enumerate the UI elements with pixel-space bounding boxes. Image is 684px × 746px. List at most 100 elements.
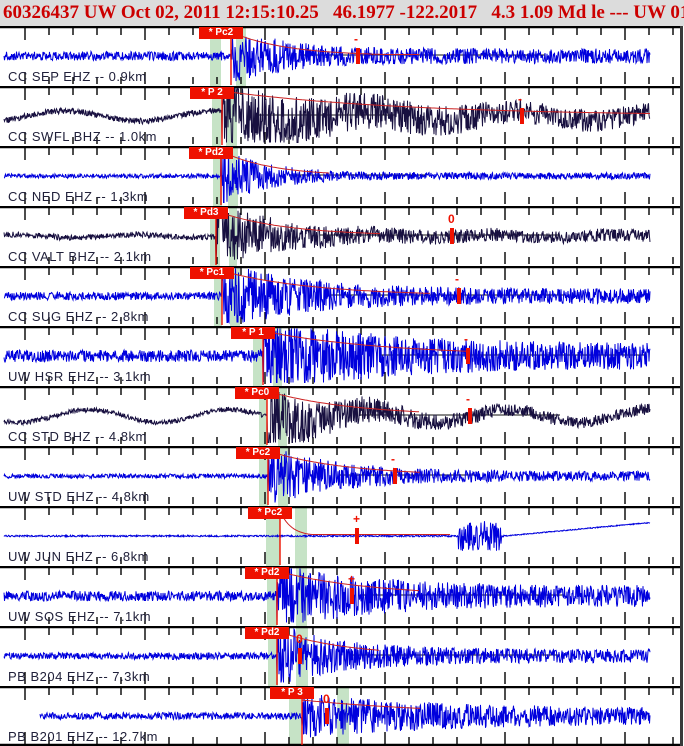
coda-marker[interactable] [450, 228, 454, 244]
coda-decay-curve [262, 330, 470, 352]
coda-decay-curve [230, 31, 419, 55]
coda-marker[interactable] [355, 528, 359, 544]
seismic-waveform [3, 448, 651, 503]
p-pick-flag[interactable]: * Pc1 [190, 267, 234, 279]
p-pick-flag[interactable]: * Pd2 [189, 147, 233, 159]
station-label: UW SOS EHZ -- 7.1km [8, 609, 152, 624]
station-label: CC SWFL BHZ -- 1.0km [8, 129, 157, 144]
waveform-plot[interactable] [0, 386, 684, 446]
waveform-plot[interactable] [0, 566, 684, 626]
coda-marker-symbol: + [348, 572, 356, 586]
pick-uncertainty-band [259, 388, 267, 446]
seismic-waveform [3, 521, 651, 551]
coda-decay-curve [279, 510, 450, 535]
coda-marker-symbol: - [354, 32, 358, 46]
seismic-waveform [3, 627, 651, 683]
p-pick-flag[interactable]: * Pd2 [245, 567, 289, 579]
trace-panel[interactable]: * Pd2 UW SOS EHZ -- 7.1km + [0, 566, 684, 626]
trace-panel[interactable]: * Pc0 CC STD BHZ -- 4.8km - [0, 386, 684, 446]
station-label: PB B201 EHZ -- 12.7km [8, 729, 158, 744]
station-label: CC VALT BHZ -- 2.1km [8, 249, 152, 264]
station-label: PB B204 EHZ -- 7.3km [8, 669, 151, 684]
seismic-waveform [3, 568, 651, 623]
pick-uncertainty-band [214, 268, 222, 326]
waveform-plot[interactable] [0, 626, 684, 686]
seismic-waveform [3, 389, 651, 444]
trace-panel[interactable]: * P 2 CC SWFL BHZ -- 1.0km - [0, 86, 684, 146]
coda-decay-curve [301, 699, 421, 709]
coda-marker-symbol: - [464, 332, 468, 346]
seismic-waveform [3, 36, 651, 82]
trace-panel[interactable]: * Pc1 CC SUG EHZ -- 2.8km - [0, 266, 684, 326]
coda-marker[interactable] [325, 708, 329, 724]
event-summary-text: 60326437 UW Oct 02, 2011 12:15:10.25 46.… [3, 2, 684, 23]
waveform-plot[interactable] [0, 686, 684, 746]
coda-decay-curve [266, 390, 420, 413]
p-pick-flag[interactable]: * P 3 [270, 687, 314, 699]
seismic-waveform [39, 692, 651, 738]
station-label: UW JUN EHZ -- 6.8km [8, 549, 149, 564]
waveform-plot[interactable] [0, 206, 684, 266]
station-label: CC NED EHZ -- 1.3km [8, 189, 149, 204]
station-label: CC SEP EHZ -- 0.9km [8, 69, 147, 84]
waveform-plot[interactable] [0, 86, 684, 146]
p-pick-flag[interactable]: * Pc0 [235, 387, 279, 399]
trace-panel[interactable]: * Pd3 CC VALT BHZ -- 2.1km 0 [0, 206, 684, 266]
coda-marker[interactable] [457, 288, 461, 304]
trace-panel[interactable]: * Pc2 UW JUN EHZ -- 6.8km + [0, 506, 684, 566]
pick-uncertainty-band [266, 508, 280, 566]
trace-panel[interactable]: * P 3 PB B201 EHZ -- 12.7km 0 [0, 686, 684, 746]
coda-marker[interactable] [468, 408, 472, 424]
coda-marker-symbol: - [466, 392, 470, 406]
coda-marker-symbol: 0 [296, 632, 303, 646]
coda-decay-curve [215, 210, 380, 235]
trace-panel[interactable]: * P 1 UW HSR EHZ -- 3.1km - [0, 326, 684, 386]
pick-uncertainty-band [212, 88, 221, 146]
p-pick-flag[interactable]: * Pc2 [199, 27, 243, 39]
coda-marker[interactable] [350, 588, 354, 604]
coda-marker[interactable] [298, 648, 302, 664]
coda-marker-symbol: + [353, 512, 361, 526]
coda-marker-symbol: 0 [323, 692, 330, 706]
waveform-plot[interactable] [0, 326, 684, 386]
station-label: CC STD BHZ -- 4.8km [8, 429, 147, 444]
waveform-plot[interactable] [0, 146, 684, 206]
seismic-waveform [3, 328, 651, 383]
p-pick-flag[interactable]: * Pc2 [248, 507, 292, 519]
station-label: CC SUG EHZ -- 2.8km [8, 309, 149, 324]
coda-marker-symbol: - [518, 92, 522, 106]
coda-decay-curve [221, 270, 431, 294]
seismic-waveform [3, 268, 651, 324]
p-pick-flag[interactable]: * Pc2 [236, 447, 280, 459]
pick-uncertainty-band [226, 88, 237, 146]
trace-panel[interactable]: * Pc2 CC SEP EHZ -- 0.9km - [0, 26, 684, 86]
station-label: UW HSR EHZ -- 3.1km [8, 369, 152, 384]
coda-marker[interactable] [466, 348, 470, 364]
coda-marker[interactable] [356, 48, 360, 64]
waveform-plot[interactable] [0, 266, 684, 326]
coda-decay-curve [276, 570, 420, 592]
coda-marker[interactable] [393, 468, 397, 484]
coda-decay-curve [220, 150, 330, 174]
seismic-waveform [3, 208, 651, 263]
trace-panel[interactable]: * Pd2 PB B204 EHZ -- 7.3km 0 [0, 626, 684, 686]
coda-marker-symbol: - [455, 272, 459, 286]
p-pick-flag[interactable]: * P 2 [190, 87, 234, 99]
pick-uncertainty-band [267, 568, 277, 626]
station-label: UW STD EHZ -- 4.8km [8, 489, 150, 504]
trace-list: * Pc2 CC SEP EHZ -- 0.9km - * P 2 CC SWF… [0, 26, 684, 746]
event-header: 60326437 UW Oct 02, 2011 12:15:10.25 46.… [0, 0, 684, 27]
p-pick-flag[interactable]: * Pd3 [184, 207, 228, 219]
coda-marker[interactable] [520, 108, 524, 124]
p-pick-flag[interactable]: * Pd2 [245, 627, 289, 639]
waveform-plot[interactable] [0, 26, 684, 86]
coda-decay-curve [276, 630, 380, 651]
coda-marker-symbol: - [391, 452, 395, 466]
trace-panel[interactable]: * Pc2 UW STD EHZ -- 4.8km - [0, 446, 684, 506]
waveform-plot[interactable] [0, 506, 684, 566]
p-pick-flag[interactable]: * P 1 [231, 327, 275, 339]
trace-panel[interactable]: * Pd2 CC NED EHZ -- 1.3km [0, 146, 684, 206]
waveform-plot[interactable] [0, 446, 684, 506]
window-right-border [680, 26, 683, 746]
